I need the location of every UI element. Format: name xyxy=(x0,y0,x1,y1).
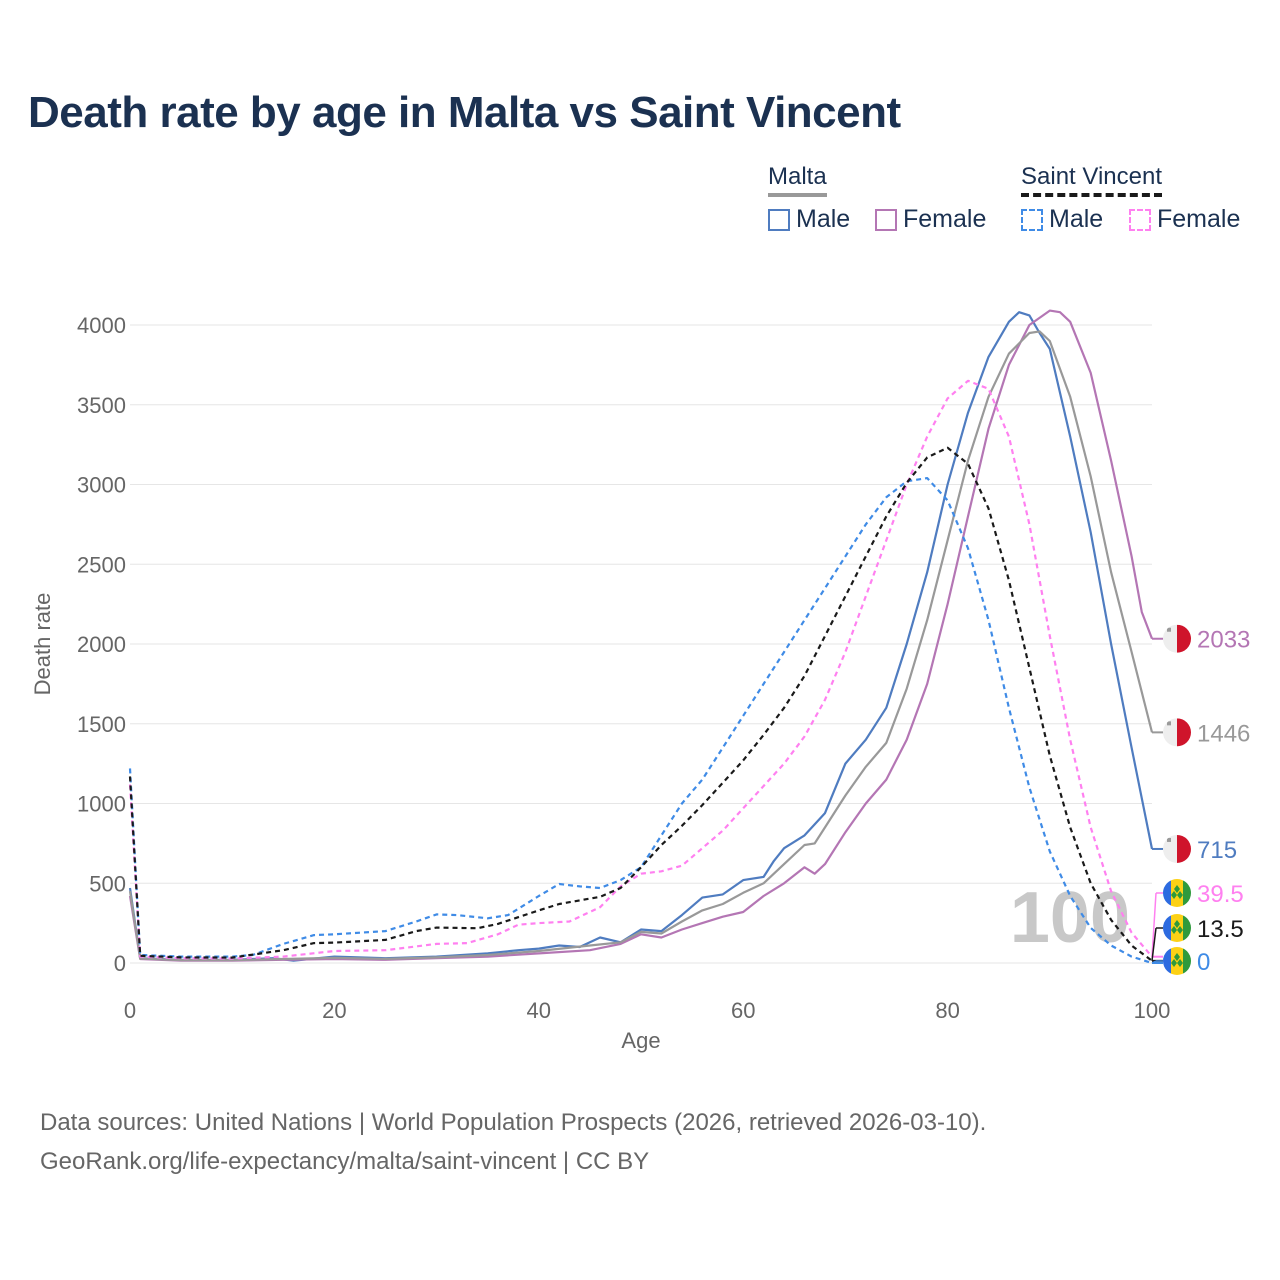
malta-flag-icon xyxy=(1163,718,1191,747)
legend-item-sv-female[interactable]: Female xyxy=(1129,205,1240,234)
flag-part xyxy=(1171,953,1183,967)
flag-part xyxy=(1183,947,1191,975)
legend-label-malta-female: Female xyxy=(903,205,987,233)
saint-vincent-flag-icon xyxy=(1163,914,1191,942)
x-tick-label: 60 xyxy=(731,998,755,1023)
legend-item-sv-male[interactable]: Male xyxy=(1021,205,1103,234)
flag-part xyxy=(1177,834,1191,863)
series-line-malta-male xyxy=(128,311,1154,962)
x-axis-label: Age xyxy=(621,1028,660,1053)
death-rate-chart: 100 0 500 1000 1500 2000 2500 3000 3500 4000 0 20 4… xyxy=(30,309,1250,1053)
flag-part xyxy=(1163,947,1171,975)
legend-label-malta-male: Male xyxy=(796,205,851,233)
end-label-value: 715 xyxy=(1197,837,1237,864)
y-tick-label: 3500 xyxy=(77,393,126,418)
saint-vincent-flag-icon xyxy=(1163,947,1191,975)
x-tick-label: 0 xyxy=(124,998,136,1023)
y-tick-label: 2500 xyxy=(77,552,126,577)
legend-group-saint-vincent: Saint Vincent xyxy=(1021,163,1162,197)
malta-flag-icon xyxy=(1163,834,1191,863)
x-tick-label: 100 xyxy=(1134,998,1171,1023)
y-axis-label: Death rate xyxy=(30,593,55,696)
flag-part xyxy=(1183,879,1191,907)
legend-label-sv-male: Male xyxy=(1049,205,1104,233)
series-line-sv-male xyxy=(128,477,1153,965)
flag-part xyxy=(1183,914,1191,942)
flag-part xyxy=(1163,718,1177,747)
flag-part xyxy=(1171,885,1183,899)
source-line-1: Data sources: United Nations | World Pop… xyxy=(40,1109,987,1136)
series-line-malta-female xyxy=(128,309,1154,962)
end-label-value: 0 xyxy=(1197,949,1210,976)
flag-part xyxy=(1177,624,1191,653)
legend-swatch-malta-male xyxy=(768,208,790,231)
end-label-value: 39.5 xyxy=(1197,881,1244,908)
legend-group-malta: Malta xyxy=(768,163,827,197)
y-tick-label: 1500 xyxy=(77,712,126,737)
x-tick-label: 20 xyxy=(322,998,346,1023)
end-label-leader xyxy=(1151,927,1157,961)
flag-part xyxy=(1167,627,1171,632)
legend-swatch-sv-male xyxy=(1021,208,1043,231)
legend-swatch-malta-female xyxy=(875,208,897,231)
x-tick-label: 80 xyxy=(935,998,959,1023)
end-label-leader xyxy=(1151,960,1157,964)
series-line-malta-total xyxy=(128,330,1154,962)
source-line-2: GeoRank.org/life-expectancy/malta/saint-… xyxy=(40,1148,650,1175)
legend-item-malta-female[interactable]: Female xyxy=(875,205,986,234)
legend-item-malta-male[interactable]: Male xyxy=(768,205,850,234)
saint-vincent-flag-icon xyxy=(1163,879,1191,907)
flag-part xyxy=(1177,718,1191,747)
y-tick-label: 0 xyxy=(114,951,126,976)
legend-swatch-sv-female xyxy=(1129,208,1151,231)
malta-flag-icon xyxy=(1163,624,1191,653)
legend-group-saint-vincent-label: Saint Vincent xyxy=(1021,163,1162,190)
series-line-sv-total xyxy=(128,446,1153,962)
legend-label-sv-female: Female xyxy=(1157,205,1241,233)
x-tick-label: 40 xyxy=(527,998,551,1023)
end-label-value: 13.5 xyxy=(1197,916,1244,943)
flag-part xyxy=(1163,914,1171,942)
y-tick-label: 1000 xyxy=(77,792,126,817)
flag-part xyxy=(1167,721,1171,726)
flag-part xyxy=(1167,837,1171,842)
flag-part xyxy=(1171,920,1183,934)
flag-part xyxy=(1163,879,1171,907)
chart-title: Death rate by age in Malta vs Saint Vinc… xyxy=(28,88,901,137)
y-tick-label: 500 xyxy=(89,871,126,896)
series-line-sv-female xyxy=(128,379,1153,960)
flag-part xyxy=(1163,834,1177,863)
legend-group-malta-label: Malta xyxy=(768,163,827,190)
y-tick-label: 4000 xyxy=(77,313,126,338)
y-tick-label: 2000 xyxy=(77,632,126,657)
y-tick-label: 3000 xyxy=(77,473,126,498)
end-label-value: 2033 xyxy=(1197,627,1250,654)
end-label-value: 1446 xyxy=(1197,720,1250,747)
end-label-leader xyxy=(1151,892,1157,957)
flag-part xyxy=(1163,624,1177,653)
